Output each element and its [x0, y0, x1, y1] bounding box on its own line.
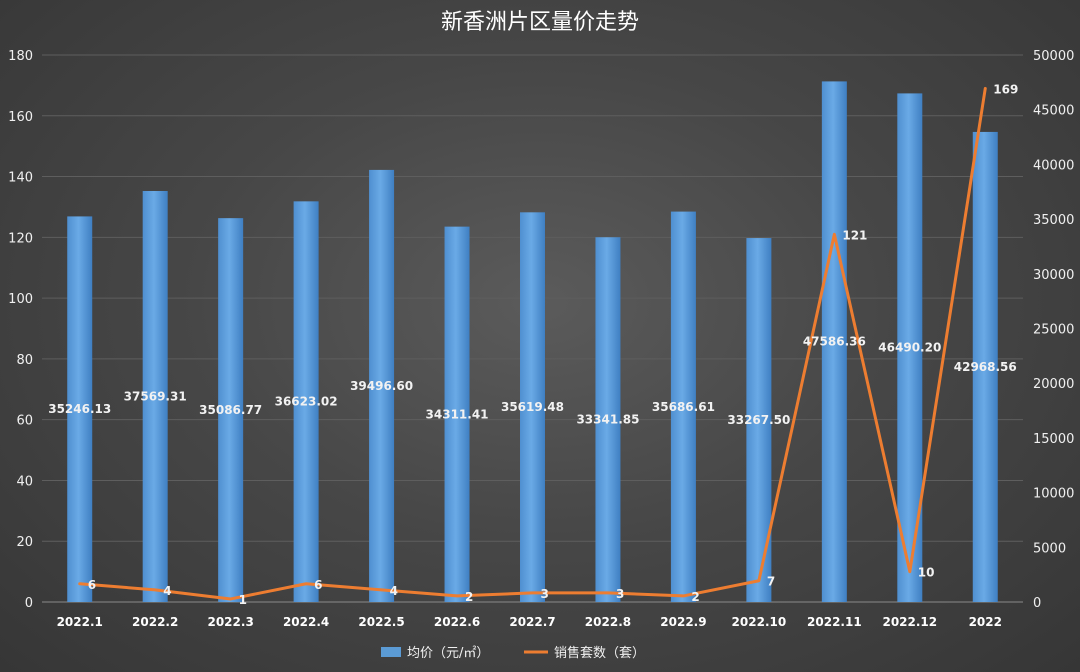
data-labels: 35246.13 37569.31 35086.77 36623.02 39496.60… — [48, 82, 1018, 607]
bar-2022.3 — [218, 218, 244, 602]
left-axis-tick: 160 — [8, 110, 33, 125]
left-axis-tick: 120 — [8, 231, 33, 246]
right-axis-tick: 25000 — [1033, 323, 1074, 338]
line-value-label: 1 — [239, 593, 247, 607]
bar-value-label: 42968.56 — [954, 360, 1017, 374]
bar-value-label: 35086.77 — [199, 403, 262, 417]
right-axis-tick: 30000 — [1033, 268, 1074, 283]
bar-2022.6 — [444, 226, 470, 602]
bar-2022.2 — [142, 190, 168, 602]
category-tick: 2022.6 — [434, 615, 480, 629]
right-axis-tick: 40000 — [1033, 158, 1074, 173]
category-tick: 2022.12 — [882, 615, 937, 629]
category-tick: 2022.4 — [283, 615, 329, 629]
bar-2022.8 — [595, 237, 621, 602]
bar-value-label: 33341.85 — [576, 413, 639, 427]
right-axis-tick: 45000 — [1033, 104, 1074, 119]
bar-value-label: 36623.02 — [275, 395, 338, 409]
line-value-label: 6 — [88, 578, 96, 592]
bar-value-label: 46490.20 — [878, 341, 941, 355]
line-value-label: 6 — [314, 578, 322, 592]
axes: 0 20 40 60 80 100 120 140 160 180 0 5000 10000 15000 2… — [8, 49, 1074, 629]
bar-2022 — [972, 131, 998, 602]
category-tick: 2022.1 — [57, 615, 103, 629]
bar-2022.11 — [821, 81, 847, 603]
line-value-label: 10 — [918, 566, 935, 580]
right-axis-tick: 5000 — [1033, 541, 1066, 556]
right-axis-tick: 35000 — [1033, 213, 1074, 228]
line-value-label: 121 — [842, 228, 867, 242]
line-value-label: 3 — [541, 587, 549, 601]
bar-value-label: 39496.60 — [350, 379, 413, 393]
left-axis-tick: 0 — [25, 596, 33, 611]
bar-2022.7 — [520, 212, 545, 603]
bar-2022.4 — [293, 201, 319, 602]
category-tick: 2022.9 — [660, 615, 706, 629]
category-tick: 2022.11 — [807, 615, 862, 629]
left-axis-tick: 140 — [8, 171, 33, 186]
left-axis-tick: 180 — [8, 49, 33, 64]
right-axis-tick: 15000 — [1033, 432, 1074, 447]
line-value-label: 4 — [390, 584, 398, 598]
category-tick: 2022 — [969, 615, 1002, 629]
right-axis-tick: 20000 — [1033, 377, 1074, 392]
legend: 均价（元/㎡） 销售套数（套） — [381, 645, 645, 661]
category-tick: 2022.10 — [732, 615, 787, 629]
legend-swatch-price — [381, 647, 401, 657]
sales-line-path — [78, 86, 987, 601]
bar-value-label: 47586.36 — [803, 335, 866, 349]
bar-2022.1 — [67, 216, 93, 602]
line-value-label: 2 — [465, 590, 473, 604]
chart-title: 新香洲片区量价走势 — [441, 10, 639, 35]
legend-label-price: 均价（元/㎡） — [407, 646, 489, 661]
category-tick: 2022.7 — [509, 615, 555, 629]
bar-value-label: 35246.13 — [48, 402, 111, 416]
sales-line — [78, 86, 987, 601]
line-value-label: 2 — [691, 590, 699, 604]
line-value-label: 169 — [993, 82, 1018, 96]
right-axis-tick: 50000 — [1033, 49, 1074, 64]
bar-value-label: 35619.48 — [501, 400, 564, 414]
bar-value-label: 34311.41 — [426, 407, 489, 421]
bar-value-label: 35686.61 — [652, 400, 715, 414]
left-axis-tick: 100 — [8, 292, 33, 307]
line-value-label: 7 — [767, 575, 775, 589]
left-axis-tick: 40 — [16, 474, 33, 489]
category-tick: 2022.3 — [207, 615, 253, 629]
right-axis-tick: 10000 — [1033, 487, 1074, 502]
bar-value-label: 37569.31 — [124, 389, 187, 403]
bar-2022.9 — [670, 211, 696, 602]
line-value-label: 3 — [616, 587, 624, 601]
category-tick: 2022.8 — [585, 615, 631, 629]
category-tick: 2022.2 — [132, 615, 178, 629]
legend-label-sales: 销售套数（套） — [554, 645, 645, 661]
left-axis-tick: 20 — [16, 535, 33, 550]
line-value-label: 4 — [163, 584, 171, 598]
left-axis-tick: 80 — [16, 353, 33, 368]
bar-value-label: 33267.50 — [727, 413, 790, 427]
right-axis-tick: 0 — [1033, 596, 1041, 611]
left-axis-tick: 60 — [16, 414, 33, 429]
category-tick: 2022.5 — [358, 615, 404, 629]
bar-2022.5 — [369, 169, 395, 602]
